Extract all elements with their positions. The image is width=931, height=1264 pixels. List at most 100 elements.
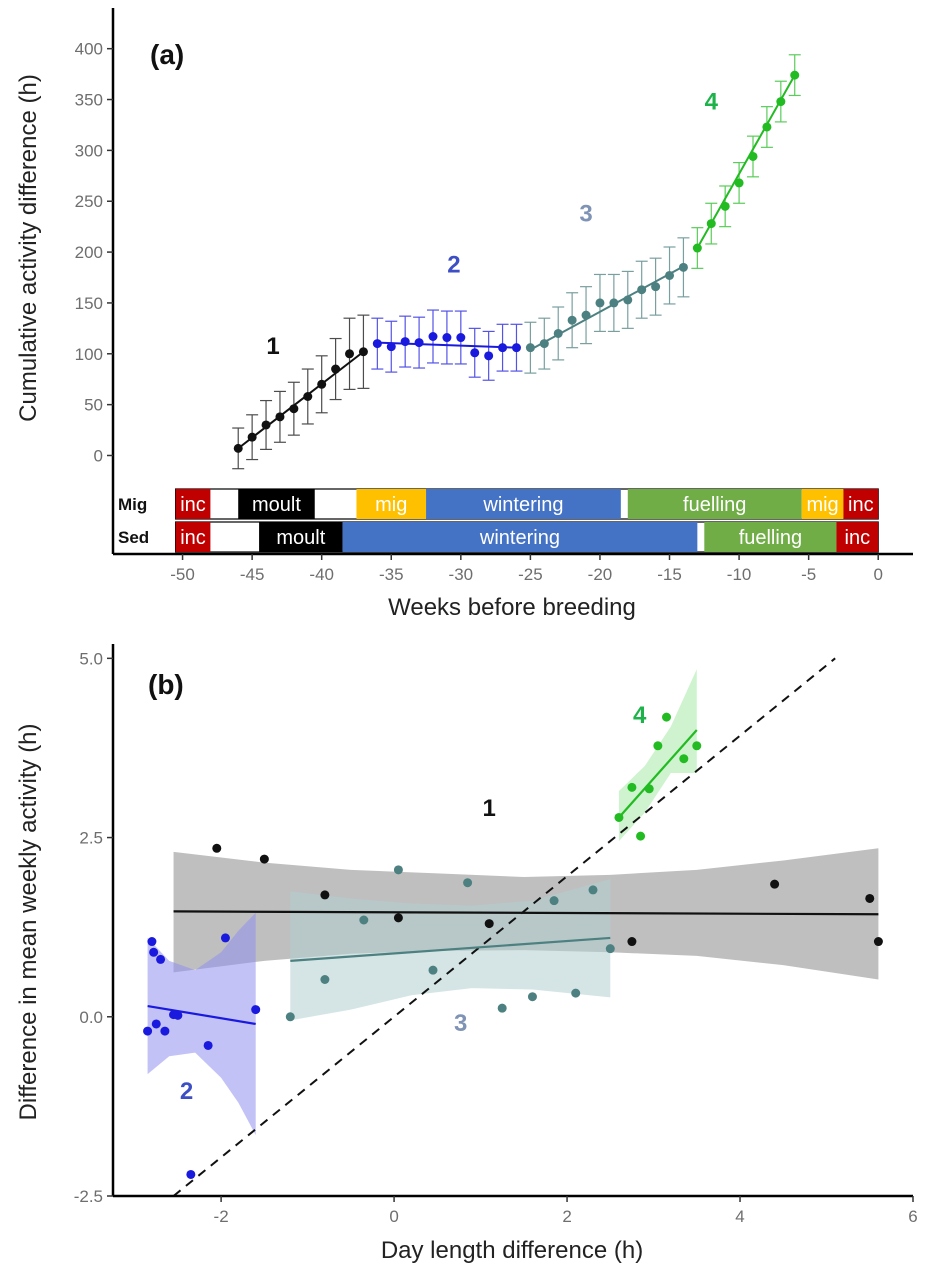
fit-line [237, 350, 365, 450]
data-point [511, 343, 521, 353]
panel-a-y-tick-label: 250 [75, 192, 103, 211]
phase-segment-inc [175, 489, 211, 519]
data-point [428, 965, 438, 975]
phase-segment-label: inc [180, 494, 206, 516]
phase-segment-inc [843, 489, 879, 519]
fit-line [377, 341, 517, 349]
phase-segment-inc [836, 522, 879, 552]
data-point [665, 270, 675, 280]
panel-b-y-tick-label: 5.0 [79, 649, 103, 668]
panel-b: 1 2 3 4 -2.5 0.0 2.5 5.0 -2 0 2 4 6 (b) Day length … [15, 644, 918, 1264]
fit-line [290, 936, 611, 962]
data-point [400, 337, 410, 347]
panel-a-y-tick-label: 100 [75, 345, 103, 364]
panel-a-y-tick-label: 50 [84, 396, 103, 415]
scatter-series-2: 2 [143, 933, 261, 1179]
panel-b-y-axis-title: Difference in mean weekly activity (h) [15, 723, 42, 1120]
phase-segment-label: inc [180, 527, 206, 549]
data-point [285, 1012, 295, 1022]
group-label-4: 4 [705, 89, 719, 116]
panel-b-x-tick-label: 6 [908, 1207, 917, 1226]
data-point [484, 351, 494, 361]
fit-line [173, 910, 879, 916]
panel-a-x-axis-title: Weeks before breeding [388, 594, 636, 621]
fit-line [529, 265, 684, 351]
panel-a-x-tick-label: 0 [873, 565, 882, 584]
data-point [605, 944, 615, 954]
data-point [595, 298, 605, 308]
panel-b-y-tick-label: -2.5 [74, 1187, 103, 1206]
data-point [275, 412, 285, 422]
panel-a-x-tick-label: -25 [518, 565, 543, 584]
panel-b-y-tick-label: 0.0 [79, 1008, 103, 1027]
series-4: 4 [691, 54, 801, 269]
panel-a-y-tick-label: 400 [75, 40, 103, 59]
data-point [627, 937, 637, 947]
panel-a-y-tick-label: 150 [75, 294, 103, 313]
panel-a-y-tick-label: 200 [75, 243, 103, 262]
group-label-3: 3 [454, 1010, 467, 1037]
phase-segment-wintering [342, 522, 698, 552]
group-label-4: 4 [633, 702, 647, 729]
phase-segment-mig [801, 489, 844, 519]
data-point [497, 1003, 507, 1013]
data-point [627, 782, 637, 792]
scatter-series-3: 3 [285, 865, 615, 1037]
data-point [212, 843, 222, 853]
phase-segment-wintering [426, 489, 621, 519]
data-point [678, 262, 688, 272]
data-point [428, 331, 438, 341]
data-point [247, 432, 257, 442]
data-point [160, 1026, 170, 1036]
data-point [143, 1026, 153, 1036]
data-point [358, 347, 368, 357]
reference-dashed-line [172, 657, 836, 1197]
panel-b-x-tick-label: 0 [389, 1207, 398, 1226]
data-point [692, 243, 702, 253]
panel-a-series: 1 2 3 4 [232, 54, 801, 470]
data-point [498, 343, 508, 353]
confidence-band-4 [618, 669, 697, 842]
data-point [359, 915, 369, 925]
panel-a-y-tick-label: 300 [75, 141, 103, 160]
phase-segment-label: fuelling [739, 527, 802, 549]
group-label-3: 3 [579, 201, 592, 228]
panel-b-x-tick-label: -2 [214, 1207, 229, 1226]
confidence-band-2 [147, 912, 256, 1136]
data-point [303, 392, 313, 402]
data-point [527, 992, 537, 1002]
data-point [692, 741, 702, 751]
data-point [320, 890, 330, 900]
phase-segment-moult [259, 522, 343, 552]
data-point [662, 712, 672, 722]
data-point [259, 854, 269, 864]
panel-b-series: 1 2 3 4 [143, 657, 883, 1197]
fit-line [618, 729, 698, 819]
phase-segment-label: moult [276, 527, 325, 549]
data-point [571, 988, 581, 998]
data-point [539, 339, 549, 349]
data-point [525, 343, 535, 353]
group-label-1: 1 [483, 795, 496, 822]
data-point [706, 219, 716, 229]
data-point [220, 933, 230, 943]
data-point [156, 954, 166, 964]
data-point [173, 1010, 183, 1020]
panel-a-x-tick-label: -40 [309, 565, 334, 584]
phase-segment-inc [175, 522, 211, 552]
data-point [653, 741, 663, 751]
phase-segment-label: wintering [479, 527, 560, 549]
data-point [484, 919, 494, 929]
phase-row-label: Mig [118, 495, 147, 514]
data-point [463, 878, 473, 888]
data-point [637, 285, 647, 295]
data-point [320, 975, 330, 985]
panel-b-x-axis-title: Day length difference (h) [381, 1237, 643, 1264]
data-point [609, 298, 619, 308]
data-point [393, 865, 403, 875]
data-point [149, 947, 159, 957]
phase-segment-label: mig [375, 494, 407, 516]
data-point [679, 754, 689, 764]
series-3: 3 [524, 201, 690, 374]
